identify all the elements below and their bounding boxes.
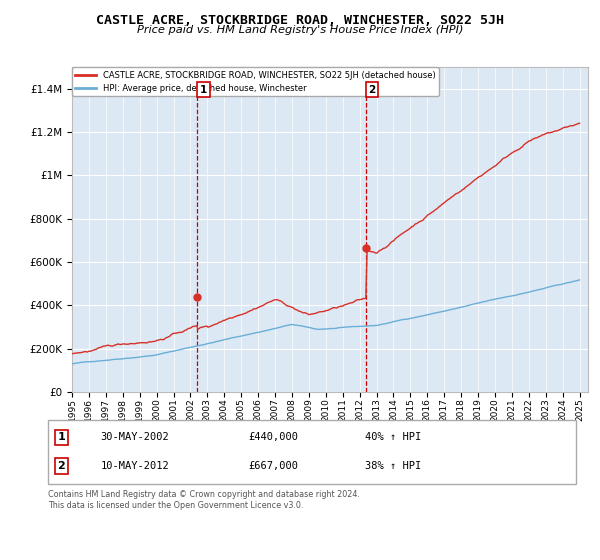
Legend: CASTLE ACRE, STOCKBRIDGE ROAD, WINCHESTER, SO22 5JH (detached house), HPI: Avera: CASTLE ACRE, STOCKBRIDGE ROAD, WINCHESTE… (72, 67, 439, 96)
Text: 2: 2 (58, 461, 65, 471)
Text: £440,000: £440,000 (248, 432, 299, 442)
Text: 30-MAY-2002: 30-MAY-2002 (101, 432, 170, 442)
Text: 10-MAY-2012: 10-MAY-2012 (101, 461, 170, 471)
Text: 2: 2 (368, 85, 376, 95)
Text: 1: 1 (200, 85, 207, 95)
Text: 38% ↑ HPI: 38% ↑ HPI (365, 461, 421, 471)
Text: This data is licensed under the Open Government Licence v3.0.: This data is licensed under the Open Gov… (48, 501, 304, 510)
Text: CASTLE ACRE, STOCKBRIDGE ROAD, WINCHESTER, SO22 5JH: CASTLE ACRE, STOCKBRIDGE ROAD, WINCHESTE… (96, 14, 504, 27)
FancyBboxPatch shape (48, 420, 576, 484)
Text: Contains HM Land Registry data © Crown copyright and database right 2024.: Contains HM Land Registry data © Crown c… (48, 490, 360, 499)
Text: Price paid vs. HM Land Registry's House Price Index (HPI): Price paid vs. HM Land Registry's House … (137, 25, 463, 35)
Text: 40% ↑ HPI: 40% ↑ HPI (365, 432, 421, 442)
Text: 1: 1 (58, 432, 65, 442)
Text: £667,000: £667,000 (248, 461, 299, 471)
